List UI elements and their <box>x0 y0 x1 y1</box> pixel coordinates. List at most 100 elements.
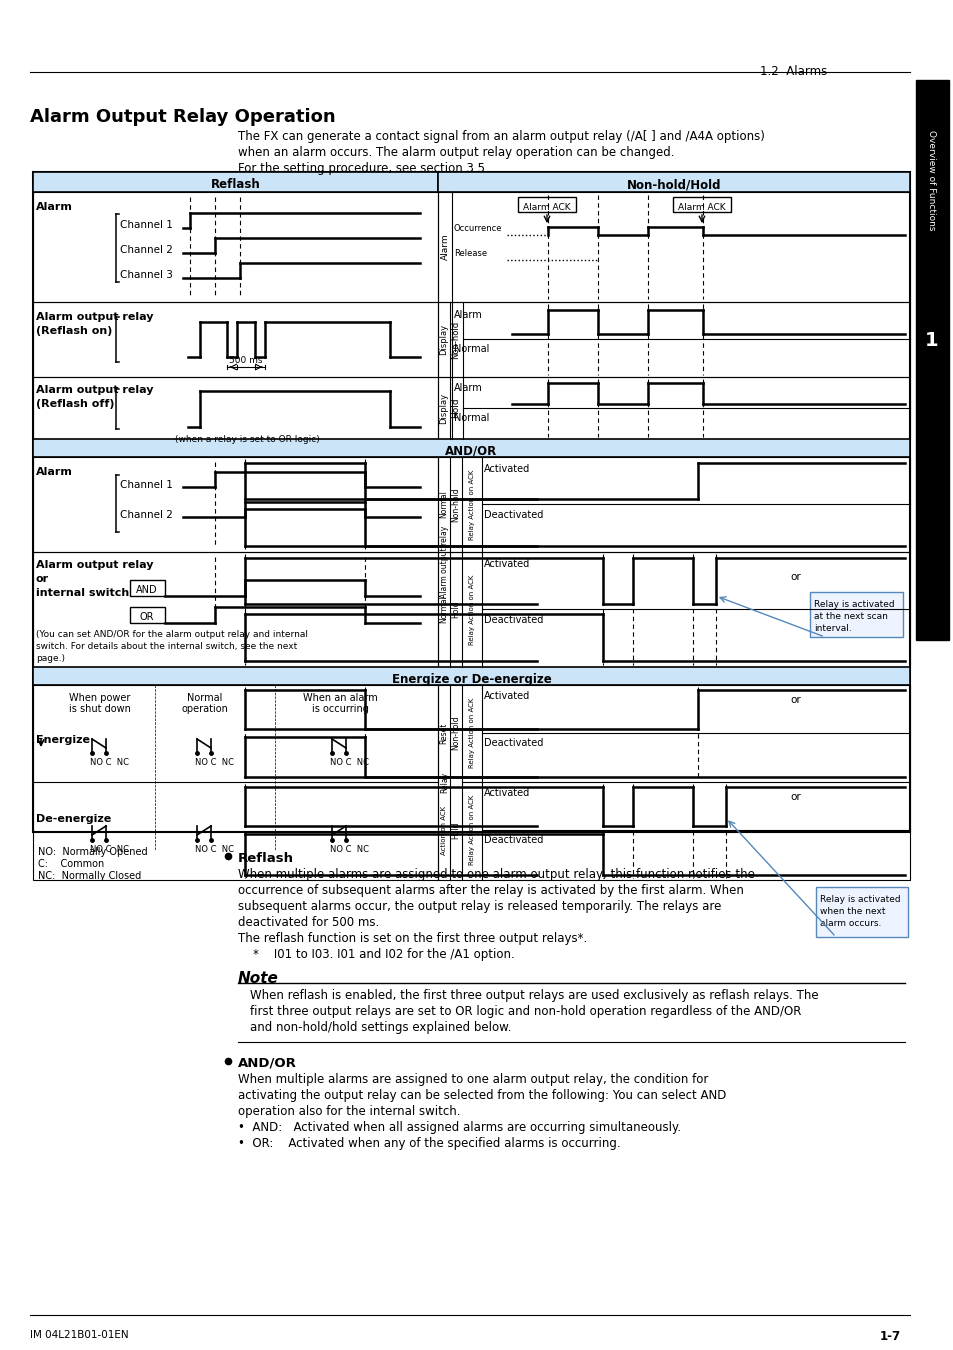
Text: Alarm: Alarm <box>36 467 72 477</box>
Text: Channel 3: Channel 3 <box>120 270 172 279</box>
Text: Non-hold: Non-hold <box>451 320 460 359</box>
Text: when an alarm occurs. The alarm output relay operation can be changed.: when an alarm occurs. The alarm output r… <box>237 146 674 159</box>
Text: NO C  NC: NO C NC <box>90 845 129 855</box>
Text: Activated: Activated <box>483 788 530 798</box>
Text: Relay Action on ACK: Relay Action on ACK <box>469 795 475 865</box>
Text: Energize or De-energize: Energize or De-energize <box>392 672 551 686</box>
Text: Normal: Normal <box>439 490 448 518</box>
Text: Overview of Functions: Overview of Functions <box>926 130 936 231</box>
Text: Hold: Hold <box>451 821 460 838</box>
Text: Alarm ACK: Alarm ACK <box>522 202 570 212</box>
Text: Hold: Hold <box>451 398 460 418</box>
Text: Reflash: Reflash <box>211 178 260 192</box>
Text: (Reflash on): (Reflash on) <box>36 325 112 336</box>
Text: *    I01 to I03. I01 and I02 for the /A1 option.: * I01 to I03. I01 and I02 for the /A1 op… <box>237 948 515 961</box>
Text: Relay: Relay <box>440 772 449 792</box>
Text: •  OR:    Activated when any of the specified alarms is occurring.: • OR: Activated when any of the specifie… <box>237 1137 620 1150</box>
Text: •  AND:   Activated when all assigned alarms are occurring simultaneously.: • AND: Activated when all assigned alarm… <box>237 1120 680 1134</box>
Text: Normal: Normal <box>454 413 489 423</box>
Text: Relay Action on ACK: Relay Action on ACK <box>469 574 475 645</box>
Text: Alarm: Alarm <box>440 234 449 261</box>
Bar <box>437 192 909 302</box>
Text: operation also for the internal switch.: operation also for the internal switch. <box>237 1106 460 1118</box>
Text: NO C  NC: NO C NC <box>330 845 369 855</box>
Text: 1-7: 1-7 <box>879 1330 901 1343</box>
Text: Release: Release <box>454 248 487 258</box>
Text: Display: Display <box>439 324 448 355</box>
Text: NO:  Normally Opened: NO: Normally Opened <box>38 846 148 857</box>
Bar <box>33 171 909 832</box>
Text: 1: 1 <box>924 331 938 350</box>
Text: Deactivated: Deactivated <box>483 510 543 520</box>
Text: Non-hold: Non-hold <box>451 487 460 522</box>
Text: Alarm: Alarm <box>454 383 482 393</box>
Text: Alarm Output Relay Operation: Alarm Output Relay Operation <box>30 108 335 126</box>
Text: Reset: Reset <box>439 722 448 744</box>
Text: Activated: Activated <box>483 464 530 474</box>
Text: (when a relay is set to OR logic): (when a relay is set to OR logic) <box>174 435 319 444</box>
Text: operation: operation <box>181 703 228 714</box>
Text: at the next scan: at the next scan <box>813 612 887 621</box>
Text: Channel 2: Channel 2 <box>120 510 172 520</box>
Text: Activated: Activated <box>483 559 530 568</box>
Text: Reflash: Reflash <box>237 852 294 865</box>
Bar <box>33 439 909 458</box>
Text: AND/OR: AND/OR <box>237 1057 296 1071</box>
Text: When multiple alarms are assigned to one alarm output relay, this function notif: When multiple alarms are assigned to one… <box>237 868 754 882</box>
Text: first three output relays are set to OR logic and non-hold operation regardless : first three output relays are set to OR … <box>250 1004 801 1018</box>
Text: Alarm output relay: Alarm output relay <box>36 560 153 570</box>
Bar <box>809 593 902 637</box>
Text: alarm occurs.: alarm occurs. <box>820 919 881 927</box>
Text: (Reflash off): (Reflash off) <box>36 400 114 409</box>
Bar <box>33 458 437 552</box>
Text: IM 04L21B01-01EN: IM 04L21B01-01EN <box>30 1330 129 1341</box>
Bar <box>437 171 909 192</box>
Text: Hold: Hold <box>451 601 460 618</box>
Text: deactivated for 500 ms.: deactivated for 500 ms. <box>237 917 379 929</box>
Bar <box>33 552 437 667</box>
Text: 1.2  Alarms: 1.2 Alarms <box>760 65 826 78</box>
Text: is shut down: is shut down <box>69 703 131 714</box>
Text: Activated: Activated <box>483 691 530 701</box>
Text: occurrence of subsequent alarms after the relay is activated by the first alarm.: occurrence of subsequent alarms after th… <box>237 884 743 896</box>
Text: NO C  NC: NO C NC <box>330 757 369 767</box>
Text: NO C  NC: NO C NC <box>90 757 129 767</box>
Text: or: or <box>789 695 800 705</box>
Text: Display: Display <box>439 393 448 424</box>
Text: Energize: Energize <box>36 734 90 745</box>
Text: Action on ACK: Action on ACK <box>440 806 447 855</box>
Text: C:    Common: C: Common <box>38 859 104 869</box>
Text: AND: AND <box>136 585 157 595</box>
Bar <box>437 377 909 439</box>
Text: When an alarm: When an alarm <box>302 693 377 703</box>
Text: (You can set AND/OR for the alarm output relay and internal: (You can set AND/OR for the alarm output… <box>36 630 308 639</box>
Text: and non-hold/hold settings explained below.: and non-hold/hold settings explained bel… <box>250 1021 511 1034</box>
Text: The FX can generate a contact signal from an alarm output relay (/A[ ] and /A4A : The FX can generate a contact signal fro… <box>237 130 764 143</box>
Text: when the next: when the next <box>820 907 884 917</box>
Text: NO C  NC: NO C NC <box>194 845 233 855</box>
Text: For the setting procedure, see section 3.5.: For the setting procedure, see section 3… <box>237 162 488 176</box>
Text: The reflash function is set on the first three output relays*.: The reflash function is set on the first… <box>237 931 587 945</box>
Text: Alarm: Alarm <box>454 310 482 320</box>
Text: or: or <box>789 792 800 802</box>
Text: Non-hold/Hold: Non-hold/Hold <box>626 178 720 192</box>
Bar <box>130 608 165 622</box>
Text: switch. For details about the internal switch, see the next: switch. For details about the internal s… <box>36 643 297 651</box>
Text: or: or <box>36 574 49 585</box>
Text: subsequent alarms occur, the output relay is released temporarily. The relays ar: subsequent alarms occur, the output rela… <box>237 900 720 913</box>
Text: NC:  Normally Closed: NC: Normally Closed <box>38 871 141 882</box>
Bar <box>33 377 437 439</box>
Text: Relay Action on ACK: Relay Action on ACK <box>469 698 475 768</box>
Text: Relay Action on ACK: Relay Action on ACK <box>469 470 475 540</box>
Text: page.): page.) <box>36 653 65 663</box>
Bar <box>672 197 730 212</box>
Bar <box>437 458 909 552</box>
Text: De-energize: De-energize <box>36 814 112 824</box>
Bar <box>33 684 437 880</box>
Text: Deactivated: Deactivated <box>483 616 543 625</box>
Text: When multiple alarms are assigned to one alarm output relay, the condition for: When multiple alarms are assigned to one… <box>237 1073 708 1085</box>
Bar <box>130 580 165 595</box>
Text: Normal: Normal <box>187 693 222 703</box>
Text: Non-hold: Non-hold <box>451 716 460 751</box>
Bar <box>517 197 576 212</box>
